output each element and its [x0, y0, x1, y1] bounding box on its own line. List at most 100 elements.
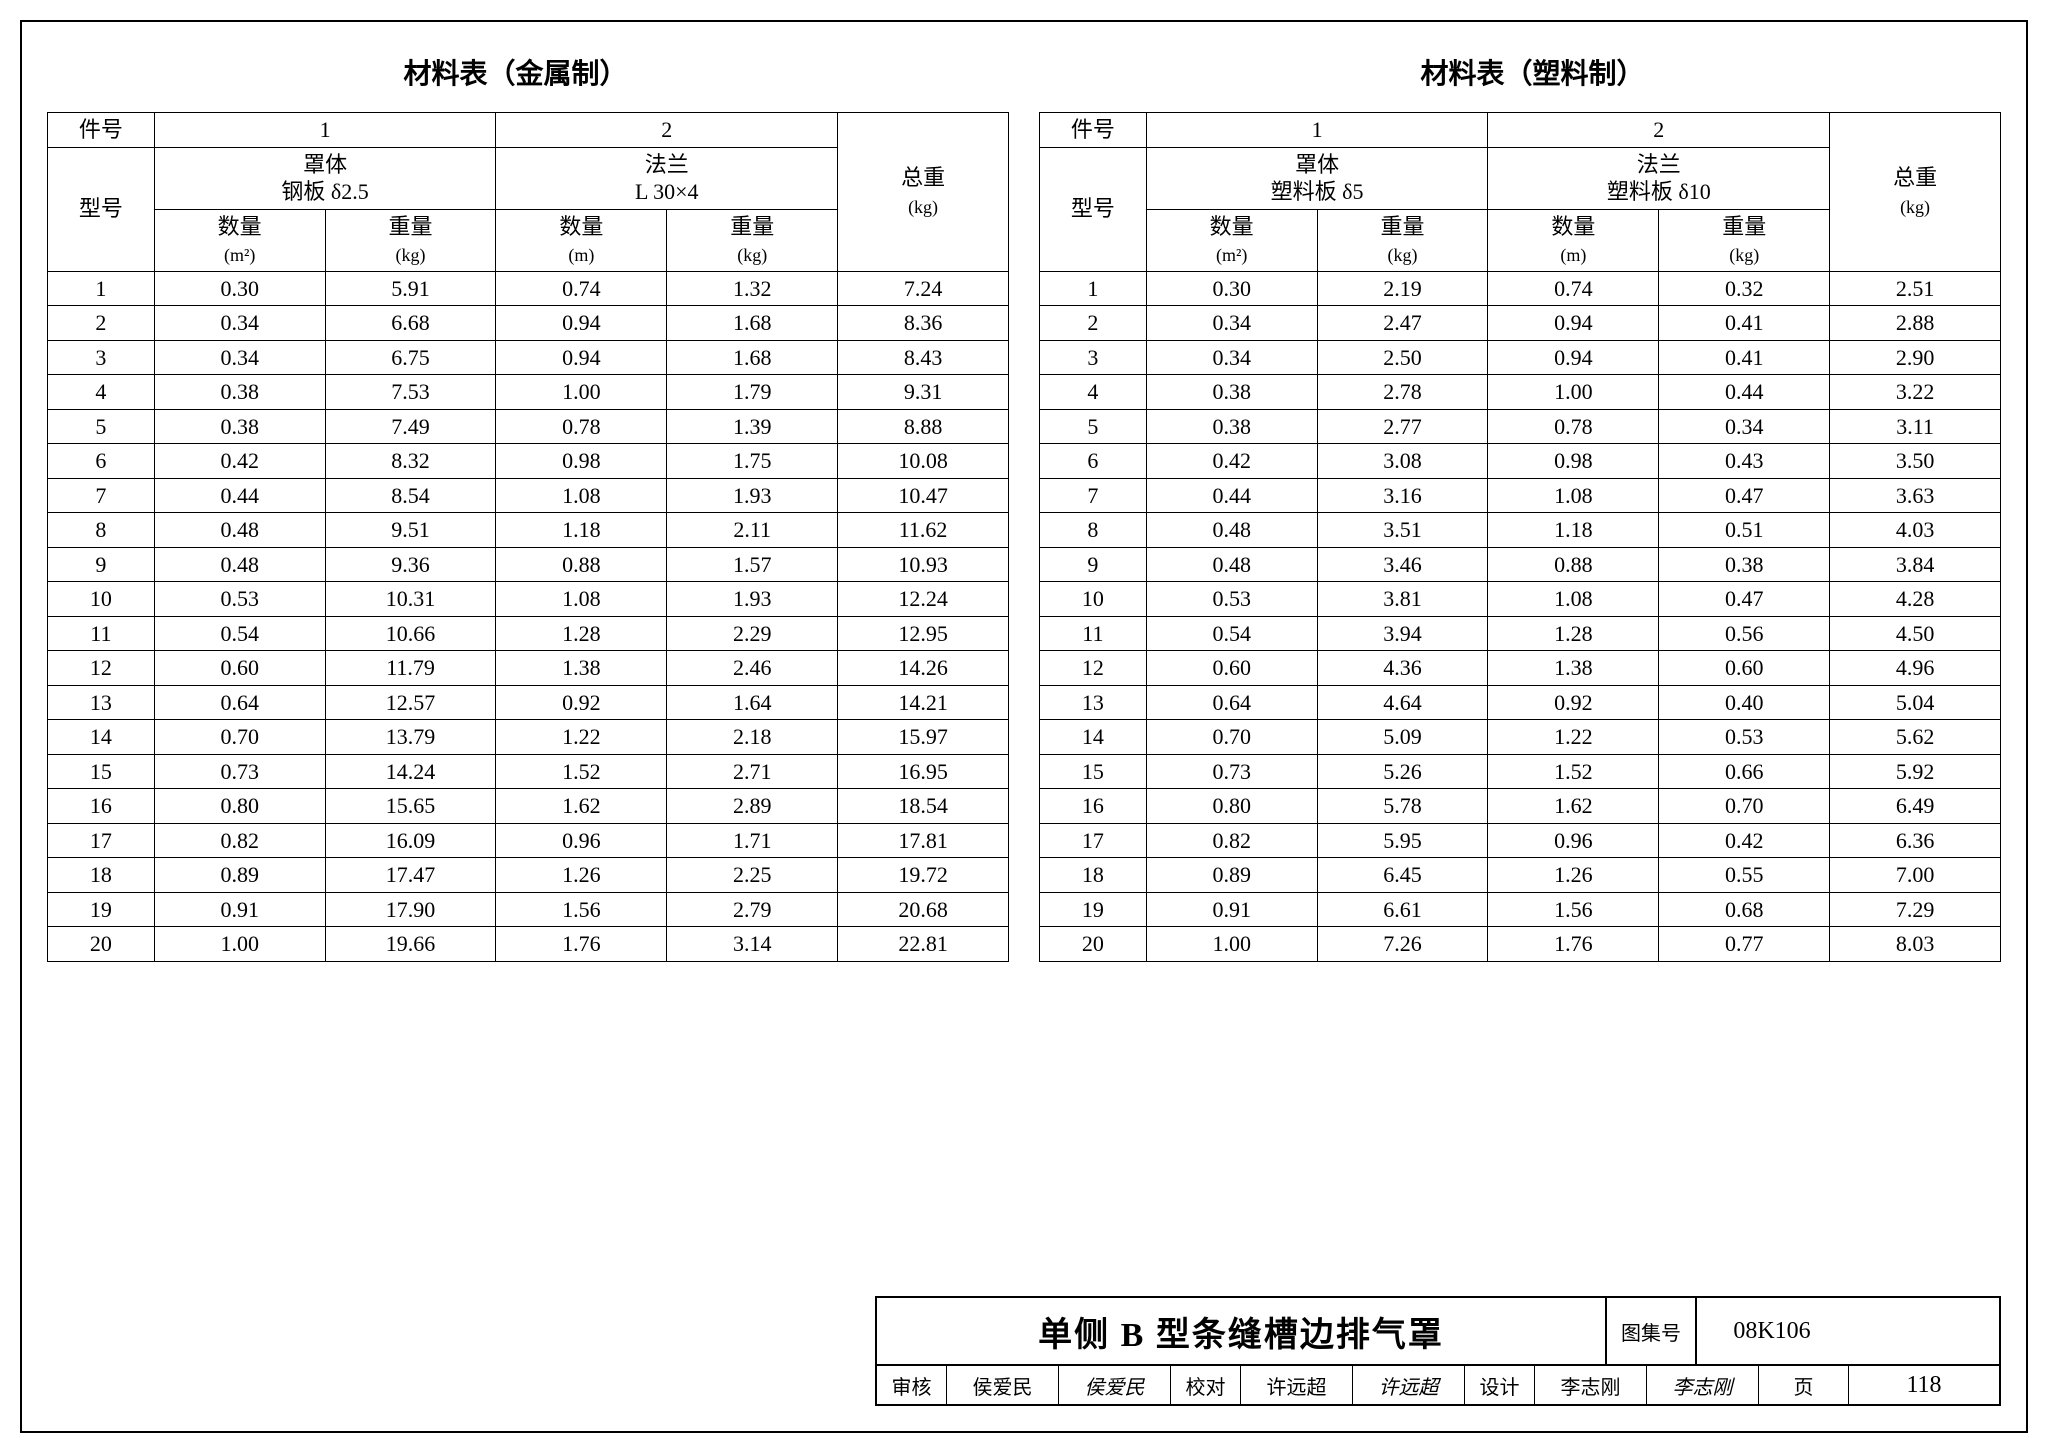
hdr-wt2: 重量 (kg) — [667, 209, 838, 271]
table-cell: 0.32 — [1659, 271, 1830, 306]
table-cell: 1.52 — [496, 754, 667, 789]
table-cell: 1.00 — [496, 375, 667, 410]
table-cell: 0.60 — [1659, 651, 1830, 686]
table-cell: 3.16 — [1317, 478, 1488, 513]
plastic-tbody: 10.302.190.740.322.5120.342.470.940.412.… — [1040, 271, 2001, 961]
table-cell: 2.90 — [1830, 340, 2001, 375]
table-cell: 1.18 — [496, 513, 667, 548]
table-cell: 3.63 — [1830, 478, 2001, 513]
table-cell: 2.71 — [667, 754, 838, 789]
table-row: 130.6412.570.921.6414.21 — [48, 685, 1009, 720]
table-cell: 0.70 — [1659, 789, 1830, 824]
qty2-unit: (m) — [568, 245, 594, 265]
plastic-table: 件号 1 2 总重 (kg) 型号 罩体 塑料板 δ5 — [1039, 112, 2001, 962]
table-cell: 1.76 — [1488, 927, 1659, 962]
table-cell: 0.41 — [1659, 340, 1830, 375]
table-cell: 0.94 — [1488, 340, 1659, 375]
table-cell: 5.26 — [1317, 754, 1488, 789]
table-cell: 2.77 — [1317, 409, 1488, 444]
table-cell: 15.97 — [838, 720, 1009, 755]
table-cell: 8.54 — [325, 478, 496, 513]
title-block-top: 单侧 B 型条缝槽边排气罩 图集号 08K106 — [877, 1298, 1999, 1366]
table-cell: 2.18 — [667, 720, 838, 755]
table-cell: 12.57 — [325, 685, 496, 720]
metal-table: 件号 1 2 总重 (kg) 型号 罩体 钢板 δ2.5 — [47, 112, 1009, 962]
table-cell: 2 — [1040, 306, 1147, 341]
table-cell: 0.53 — [154, 582, 325, 617]
table-row: 70.448.541.081.9310.47 — [48, 478, 1009, 513]
table-cell: 0.73 — [1146, 754, 1317, 789]
table-cell: 7.00 — [1830, 858, 2001, 893]
table-row: 160.805.781.620.706.49 — [1040, 789, 2001, 824]
table-cell: 0.54 — [154, 616, 325, 651]
table-row: 120.604.361.380.604.96 — [1040, 651, 2001, 686]
set-no-label: 图集号 — [1607, 1298, 1697, 1364]
table-cell: 20 — [48, 927, 155, 962]
table-cell: 15 — [48, 754, 155, 789]
table-cell: 11 — [1040, 616, 1147, 651]
table-row: 120.6011.791.382.4614.26 — [48, 651, 1009, 686]
table-cell: 17.47 — [325, 858, 496, 893]
table-row: 90.483.460.880.383.84 — [1040, 547, 2001, 582]
table-cell: 1.38 — [496, 651, 667, 686]
table-cell: 7.29 — [1830, 892, 2001, 927]
table-row: 190.916.611.560.687.29 — [1040, 892, 2001, 927]
table-cell: 12.24 — [838, 582, 1009, 617]
table-cell: 0.89 — [1146, 858, 1317, 893]
hdr-qty2: 数量 (m) — [496, 209, 667, 271]
wt2-label: 重量 — [1722, 214, 1766, 239]
table-cell: 1.52 — [1488, 754, 1659, 789]
hdr-flange-label: 法兰 — [1637, 152, 1681, 177]
section-titles: 材料表（金属制） 材料表（塑料制） — [47, 52, 2001, 92]
table-cell: 0.68 — [1659, 892, 1830, 927]
table-cell: 1.22 — [1488, 720, 1659, 755]
table-cell: 0.74 — [1488, 271, 1659, 306]
table-cell: 3.50 — [1830, 444, 2001, 479]
table-cell: 7.24 — [838, 271, 1009, 306]
design-label: 设计 — [1465, 1366, 1535, 1404]
hdr-qty1: 数量 (m²) — [1146, 209, 1317, 271]
qty-label: 数量 — [1210, 214, 1254, 239]
table-cell: 10.31 — [325, 582, 496, 617]
table-cell: 17.81 — [838, 823, 1009, 858]
table-cell: 7.26 — [1317, 927, 1488, 962]
table-cell: 1.79 — [667, 375, 838, 410]
table-row: 140.705.091.220.535.62 — [1040, 720, 2001, 755]
table-cell: 1 — [48, 271, 155, 306]
table-cell: 5 — [1040, 409, 1147, 444]
hdr-body: 罩体 钢板 δ2.5 — [154, 147, 496, 209]
table-cell: 6.49 — [1830, 789, 2001, 824]
table-row: 40.382.781.000.443.22 — [1040, 375, 2001, 410]
hdr-flange: 法兰 塑料板 δ10 — [1488, 147, 1830, 209]
table-cell: 0.60 — [1146, 651, 1317, 686]
table-cell: 1.56 — [1488, 892, 1659, 927]
table-cell: 5.04 — [1830, 685, 2001, 720]
table-cell: 3.81 — [1317, 582, 1488, 617]
design-name: 李志刚 — [1535, 1366, 1647, 1404]
table-cell: 3.11 — [1830, 409, 2001, 444]
table-row: 10.305.910.741.327.24 — [48, 271, 1009, 306]
check-signature: 许远超 — [1353, 1366, 1465, 1404]
table-cell: 1.00 — [154, 927, 325, 962]
table-cell: 0.92 — [1488, 685, 1659, 720]
hdr-qty2: 数量 (m) — [1488, 209, 1659, 271]
table-cell: 12 — [48, 651, 155, 686]
table-row: 60.423.080.980.433.50 — [1040, 444, 2001, 479]
table-cell: 3.46 — [1317, 547, 1488, 582]
table-cell: 6.45 — [1317, 858, 1488, 893]
table-cell: 3 — [48, 340, 155, 375]
table-cell: 1.28 — [1488, 616, 1659, 651]
wt-unit: (kg) — [1388, 245, 1418, 265]
table-cell: 16.95 — [838, 754, 1009, 789]
table-row: 180.8917.471.262.2519.72 — [48, 858, 1009, 893]
hdr-flange-label: 法兰 — [645, 152, 689, 177]
table-cell: 1.08 — [1488, 582, 1659, 617]
table-cell: 8.03 — [1830, 927, 2001, 962]
table-cell: 3.94 — [1317, 616, 1488, 651]
hdr-wt1: 重量 (kg) — [1317, 209, 1488, 271]
table-cell: 19.66 — [325, 927, 496, 962]
table-cell: 4.03 — [1830, 513, 2001, 548]
table-cell: 0.30 — [154, 271, 325, 306]
table-cell: 0.30 — [1146, 271, 1317, 306]
hdr-flange-spec: 塑料板 δ10 — [1607, 179, 1711, 204]
